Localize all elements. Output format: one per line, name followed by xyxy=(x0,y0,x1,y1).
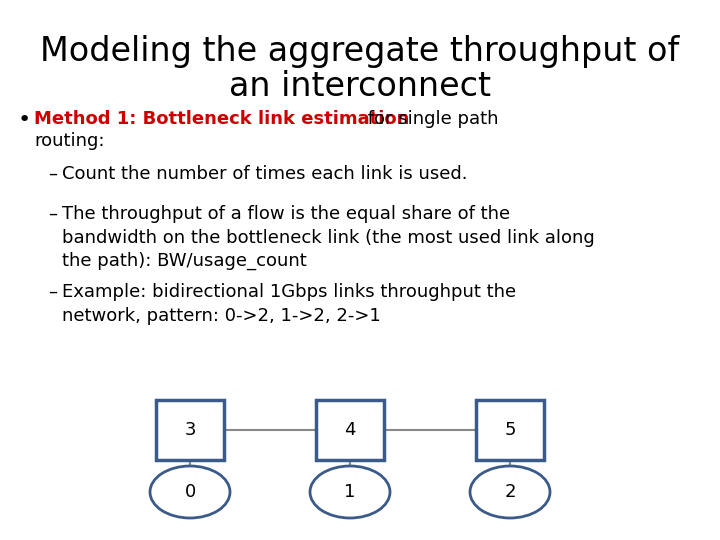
Text: routing:: routing: xyxy=(34,132,104,150)
Text: –: – xyxy=(48,165,57,183)
Ellipse shape xyxy=(310,466,390,518)
Text: –: – xyxy=(48,283,57,301)
Text: •: • xyxy=(18,110,31,130)
Text: 2: 2 xyxy=(504,483,516,501)
Ellipse shape xyxy=(150,466,230,518)
Ellipse shape xyxy=(470,466,550,518)
Text: 4: 4 xyxy=(344,421,356,439)
Text: Count the number of times each link is used.: Count the number of times each link is u… xyxy=(62,165,467,183)
Text: –: – xyxy=(48,205,57,223)
Text: Modeling the aggregate throughput of: Modeling the aggregate throughput of xyxy=(40,35,680,68)
Text: Method 1: Bottleneck link estimation: Method 1: Bottleneck link estimation xyxy=(34,110,410,128)
Text: The throughput of a flow is the equal share of the
bandwidth on the bottleneck l: The throughput of a flow is the equal sh… xyxy=(62,205,595,271)
Text: Example: bidirectional 1Gbps links throughput the
network, pattern: 0->2, 1->2, : Example: bidirectional 1Gbps links throu… xyxy=(62,283,516,325)
Text: an interconnect: an interconnect xyxy=(229,70,491,103)
Text: 0: 0 xyxy=(184,483,196,501)
Text: 1: 1 xyxy=(344,483,356,501)
FancyBboxPatch shape xyxy=(316,400,384,460)
Text: for single path: for single path xyxy=(362,110,498,128)
Text: 5: 5 xyxy=(504,421,516,439)
FancyBboxPatch shape xyxy=(476,400,544,460)
FancyBboxPatch shape xyxy=(156,400,224,460)
Text: 3: 3 xyxy=(184,421,196,439)
